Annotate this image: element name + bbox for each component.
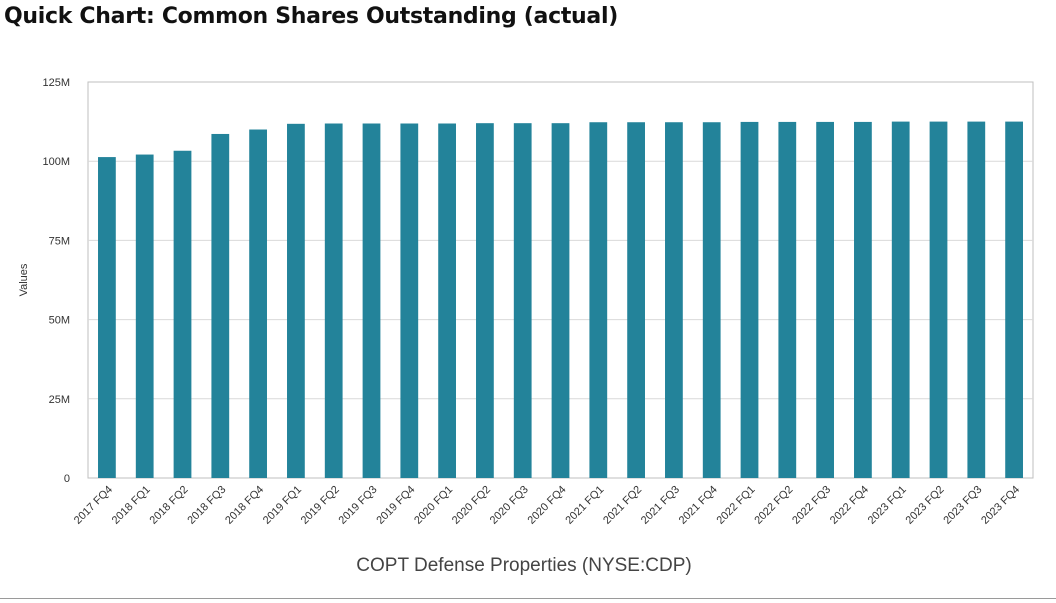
- bar-2021-fq4: [702, 122, 721, 478]
- bottom-divider: [0, 598, 1056, 599]
- x-tick-label: 2022 FQ2: [752, 484, 795, 527]
- y-tick-label: 100M: [42, 156, 70, 168]
- x-tick-label: 2018 FQ1: [110, 484, 153, 527]
- y-axis-ticks: 0 25M 50M 75M 100M 125M: [42, 77, 70, 485]
- x-tick-label: 2022 FQ1: [715, 484, 758, 527]
- x-tick-label: 2022 FQ3: [790, 484, 833, 527]
- x-tick-label: 2021 FQ1: [563, 484, 606, 527]
- x-tick-label: 2020 FQ3: [488, 484, 531, 527]
- bar-2020-fq4: [551, 123, 570, 479]
- bar-2019-fq2: [324, 123, 343, 478]
- x-tick-label: 2023 FQ2: [904, 484, 947, 527]
- bar-2022-fq4: [854, 121, 872, 479]
- bar-2019-fq3: [362, 123, 381, 478]
- x-tick-label: 2017 FQ4: [72, 484, 115, 527]
- x-tick-label: 2023 FQ1: [866, 484, 909, 527]
- x-axis-caption: COPT Defense Properties (NYSE:CDP): [356, 555, 691, 576]
- bar-2022-fq2: [778, 121, 797, 479]
- bar-2021-fq2: [627, 122, 645, 478]
- x-tick-label: 2019 FQ2: [299, 484, 342, 527]
- x-tick-label: 2023 FQ4: [979, 484, 1022, 527]
- bar-2019-fq1: [287, 123, 305, 478]
- bar-2018-fq3: [211, 133, 230, 478]
- x-tick-label: 2021 FQ3: [639, 484, 682, 527]
- bar-2021-fq1: [589, 122, 608, 478]
- x-tick-label: 2020 FQ2: [450, 484, 493, 527]
- x-tick-label: 2019 FQ4: [374, 484, 417, 527]
- x-tick-label: 2018 FQ4: [223, 484, 266, 527]
- x-tick-label: 2021 FQ4: [677, 484, 720, 527]
- bar-2023-fq1: [891, 121, 910, 478]
- bars: [98, 121, 1023, 479]
- x-tick-label: 2018 FQ3: [185, 484, 228, 527]
- page-title: Quick Chart: Common Shares Outstanding (…: [4, 4, 618, 29]
- bar-2022-fq3: [816, 121, 834, 479]
- y-tick-label: 0: [64, 473, 70, 485]
- bar-2020-fq3: [513, 123, 532, 479]
- x-tick-label: 2019 FQ3: [337, 484, 380, 527]
- bar-2023-fq3: [967, 121, 986, 478]
- bar-2018-fq1: [135, 154, 154, 479]
- bar-2020-fq2: [476, 123, 494, 479]
- bar-2023-fq2: [929, 121, 948, 478]
- y-tick-label: 50M: [49, 315, 70, 327]
- x-tick-label: 2018 FQ2: [148, 484, 191, 527]
- bar-2022-fq1: [740, 121, 759, 479]
- x-tick-label: 2021 FQ2: [601, 484, 644, 527]
- bar-2017-fq4: [98, 157, 116, 478]
- x-tick-label: 2019 FQ1: [261, 484, 304, 527]
- y-tick-label: 25M: [49, 394, 70, 406]
- y-tick-label: 125M: [42, 77, 70, 89]
- x-tick-label: 2020 FQ4: [526, 484, 569, 527]
- bar-2018-fq2: [173, 150, 192, 478]
- bar-2023-fq4: [1005, 121, 1023, 478]
- x-tick-label: 2020 FQ1: [412, 484, 455, 527]
- y-axis-label: Values: [18, 263, 30, 296]
- x-tick-label: 2023 FQ3: [941, 484, 984, 527]
- bar-2019-fq4: [400, 123, 419, 478]
- x-tick-label: 2022 FQ4: [828, 484, 871, 527]
- bar-2020-fq1: [438, 123, 456, 478]
- y-tick-label: 75M: [49, 235, 70, 247]
- bar-2018-fq4: [249, 129, 267, 478]
- bar-2021-fq3: [665, 122, 683, 478]
